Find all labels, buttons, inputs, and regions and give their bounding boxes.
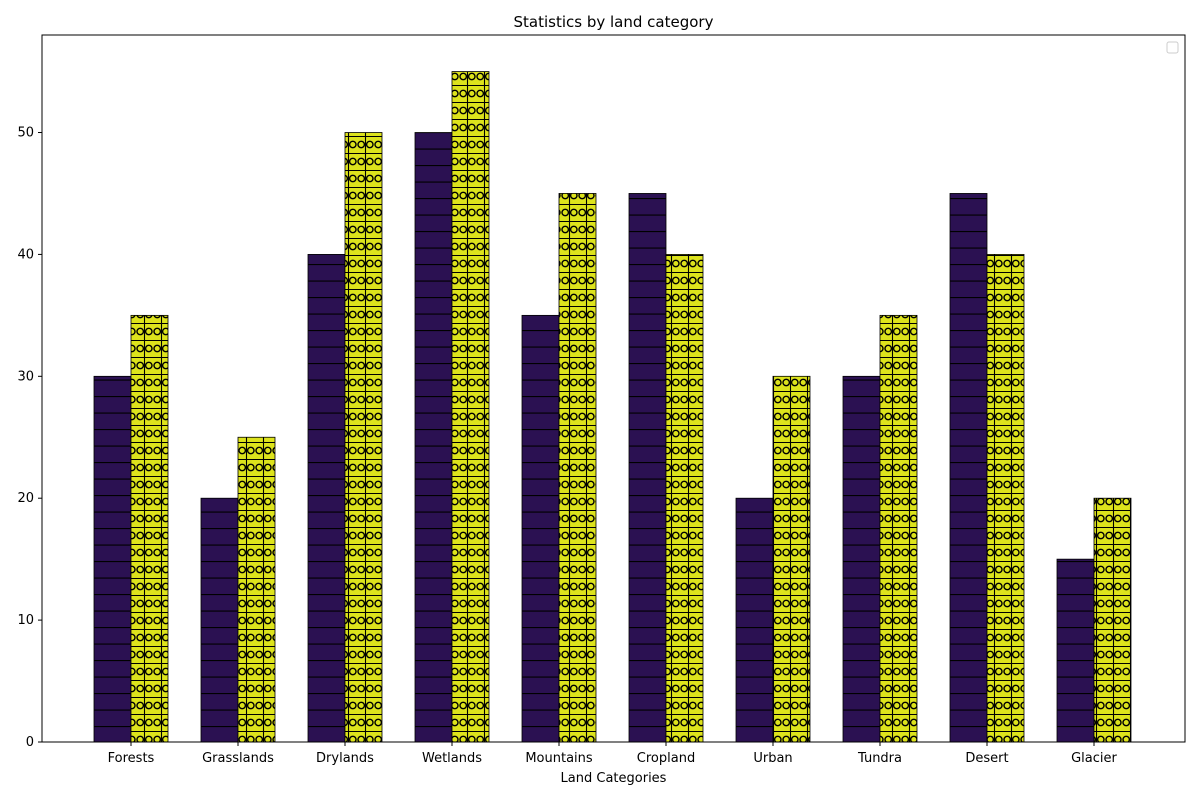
x-tick-label-wetlands: Wetlands [422, 751, 482, 766]
x-tick-label-grasslands: Grasslands [202, 751, 274, 766]
bar-1-desert [949, 193, 988, 743]
bar-2-drylands [344, 132, 383, 743]
bar-1-cropland [628, 193, 667, 743]
axes-layer: 0 10 20 30 40 50 Forests Grasslands Drylands Wetl… [17, 34, 1186, 766]
legend-box [1166, 41, 1179, 54]
y-tick-label: 30 [17, 369, 34, 384]
x-tick-label-desert: Desert [965, 751, 1008, 766]
bar-1-glacier [1056, 558, 1095, 743]
bar-2-desert [986, 254, 1025, 743]
bar-2-forests [130, 314, 169, 743]
y-tick-label: 10 [17, 613, 34, 628]
bar-1-mountains [521, 314, 560, 743]
bar-1-grasslands [200, 497, 239, 743]
x-tick-label-glacier: Glacier [1071, 751, 1117, 766]
chart-title: Statistics by land category [514, 13, 714, 31]
y-tick-label: 0 [26, 735, 34, 750]
x-axis-label: Land Categories [561, 771, 667, 786]
x-tick-label-tundra: Tundra [857, 751, 902, 766]
bar-2-wetlands [451, 71, 490, 743]
bar-2-glacier [1093, 497, 1132, 743]
y-tick-label: 40 [17, 247, 34, 262]
y-tick-label: 20 [17, 491, 34, 506]
x-tick-label-mountains: Mountains [525, 751, 593, 766]
y-tick-label: 50 [17, 126, 34, 141]
x-tick-label-urban: Urban [753, 751, 792, 766]
x-tick-label-drylands: Drylands [316, 751, 374, 766]
bar-1-forests [93, 375, 132, 743]
bar-2-grasslands [237, 436, 276, 743]
x-tick-label-cropland: Cropland [637, 751, 695, 766]
bar-1-urban [735, 497, 774, 743]
plot-frame [41, 34, 1186, 743]
bar-2-urban [772, 375, 811, 743]
bar-1-wetlands [414, 132, 453, 743]
bar-2-mountains [558, 193, 597, 743]
bar-1-tundra [842, 375, 881, 743]
bar-2-cropland [665, 254, 704, 743]
x-tick-label-forests: Forests [108, 751, 155, 766]
bars-layer [93, 71, 1132, 743]
bar-2-tundra [879, 314, 918, 743]
bar-1-drylands [307, 254, 346, 743]
